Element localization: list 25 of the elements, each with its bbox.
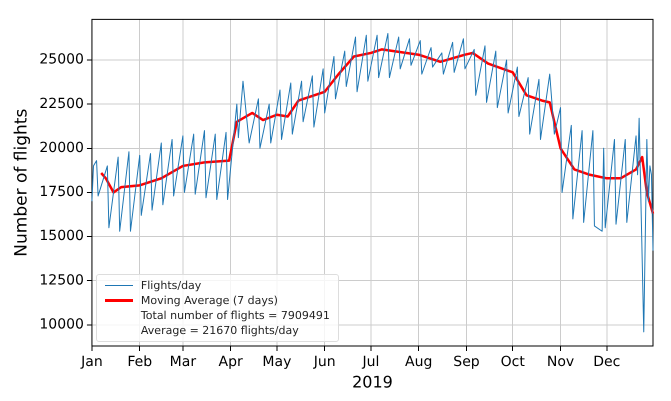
annotation: Average = 21670 flights/day (140, 323, 300, 338)
x-tick-label: Dec (593, 354, 620, 370)
annotation: Total number of flights = 7909491 (140, 308, 330, 323)
x-tick-label: Nov (546, 354, 574, 370)
x-tick-label: Feb (127, 354, 152, 370)
y-tick-label: 12500 (39, 272, 84, 288)
y-tick-label: 10000 (39, 316, 84, 332)
x-tick-label: Aug (405, 354, 432, 370)
y-axis-title: Number of flights (12, 108, 32, 257)
x-tick-label: Mar (170, 354, 196, 370)
y-tick-label: 20000 (39, 140, 84, 156)
x-tick-label: Sep (453, 354, 480, 370)
x-tick-label: May (262, 354, 292, 370)
x-tick-label: Jan (80, 354, 103, 370)
x-tick-label: Oct (500, 354, 526, 370)
x-tick-label: Jul (361, 354, 380, 370)
x-axis-title: 2019 (352, 372, 393, 392)
legend-label: Moving Average (7 days) (140, 293, 278, 308)
legend-label: Flights/day (140, 278, 202, 293)
y-tick-label: 15000 (39, 228, 84, 244)
x-tick-label: Apr (218, 354, 244, 370)
y-tick-label: 17500 (39, 184, 84, 200)
y-tick-label: 25000 (39, 52, 84, 68)
y-tick-label: 22500 (39, 96, 84, 112)
x-tick-label: Jun (312, 354, 336, 370)
